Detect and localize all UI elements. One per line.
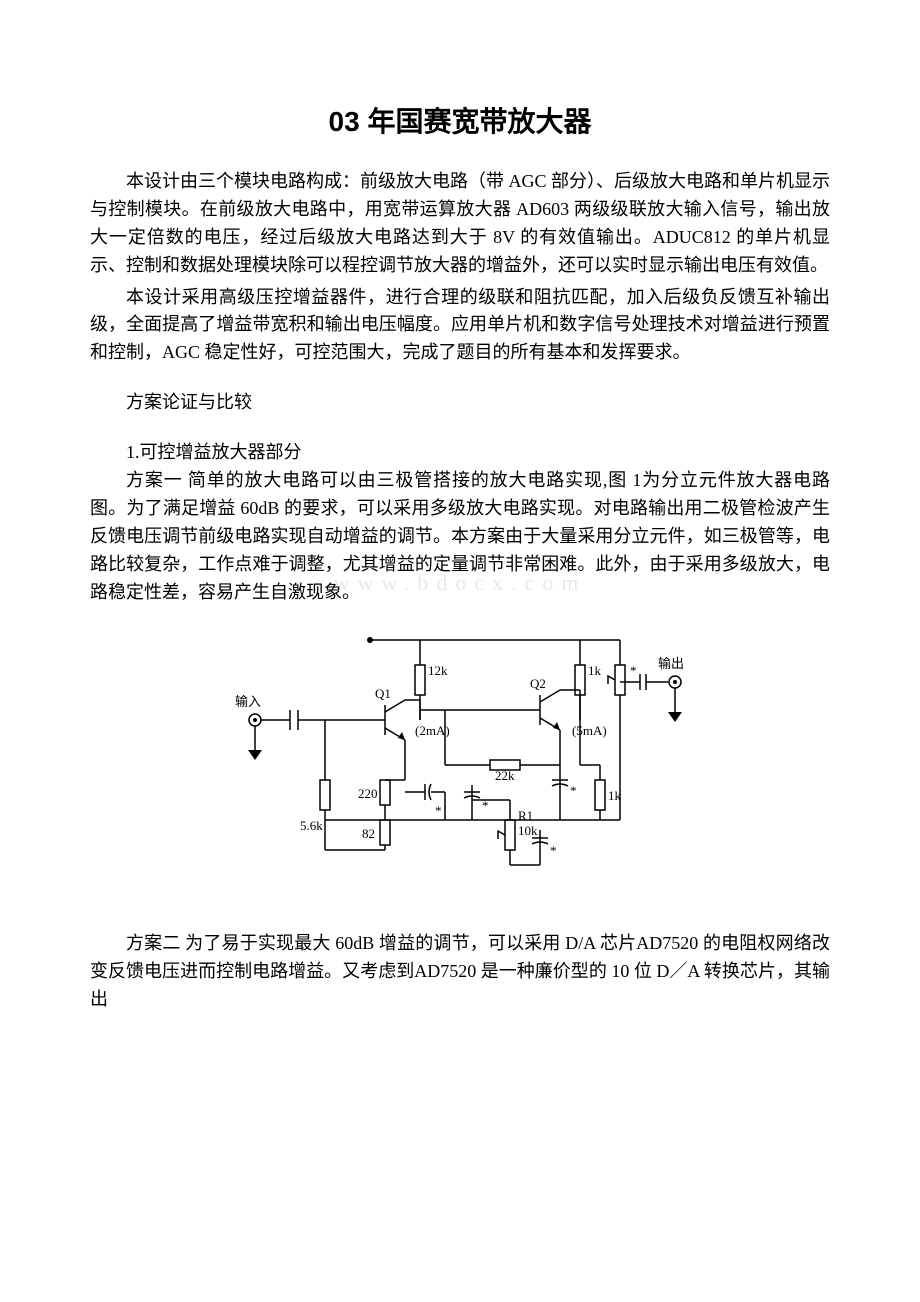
star-cap-220: * [435, 803, 442, 818]
output-label: 输出 [658, 656, 684, 671]
star-cap-q2e: * [570, 783, 577, 798]
r-5-6k-label: 5.6k [300, 818, 323, 833]
section-heading: 方案论证与比较 [90, 389, 830, 417]
q2-current: (5mA) [572, 723, 607, 738]
circuit-diagram: 12k 1k * 输入 5.6k [220, 620, 700, 900]
paragraph-1: 本设计由三个模块电路构成：前级放大电路（带 AGC 部分）、后级放大电路和单片机… [90, 168, 830, 280]
document-title: 03 年国赛宽带放大器 [90, 100, 830, 140]
r-12k-label: 12k [428, 663, 448, 678]
r-220-label: 220 [358, 786, 378, 801]
paragraph-2: 本设计采用高级压控增益器件，进行合理的级联和阻抗匹配，加入后级负反馈互补输出级，… [90, 284, 830, 368]
r-1k-bottom: 1k [608, 788, 622, 803]
intro-block: 本设计由三个模块电路构成：前级放大电路（带 AGC 部分）、后级放大电路和单片机… [90, 168, 830, 367]
q1-label: Q1 [375, 686, 391, 701]
r-82-label: 82 [362, 826, 375, 841]
r-22k-label: 22k [495, 768, 515, 783]
paragraph-3: 方案一 简单的放大电路可以由三极管搭接的放大电路实现,图 1为分立元件放大器电路… [90, 467, 830, 606]
subsection-heading: 1.可控增益放大器部分 [90, 439, 830, 467]
star-cap-r1: * [550, 843, 557, 858]
paragraph-4: 方案二 为了易于实现最大 60dB 增益的调节，可以采用 D/A 芯片AD752… [90, 930, 830, 1014]
star-pot-top: * [630, 663, 637, 678]
r-1k-label: 1k [588, 663, 602, 678]
q2-label: Q2 [530, 676, 546, 691]
input-label: 输入 [235, 694, 261, 709]
document-content: 03 年国赛宽带放大器 本设计由三个模块电路构成：前级放大电路（带 AGC 部分… [90, 100, 830, 1014]
circuit-diagram-container: 12k 1k * 输入 5.6k [90, 620, 830, 900]
r-10k-label: 10k [518, 823, 538, 838]
